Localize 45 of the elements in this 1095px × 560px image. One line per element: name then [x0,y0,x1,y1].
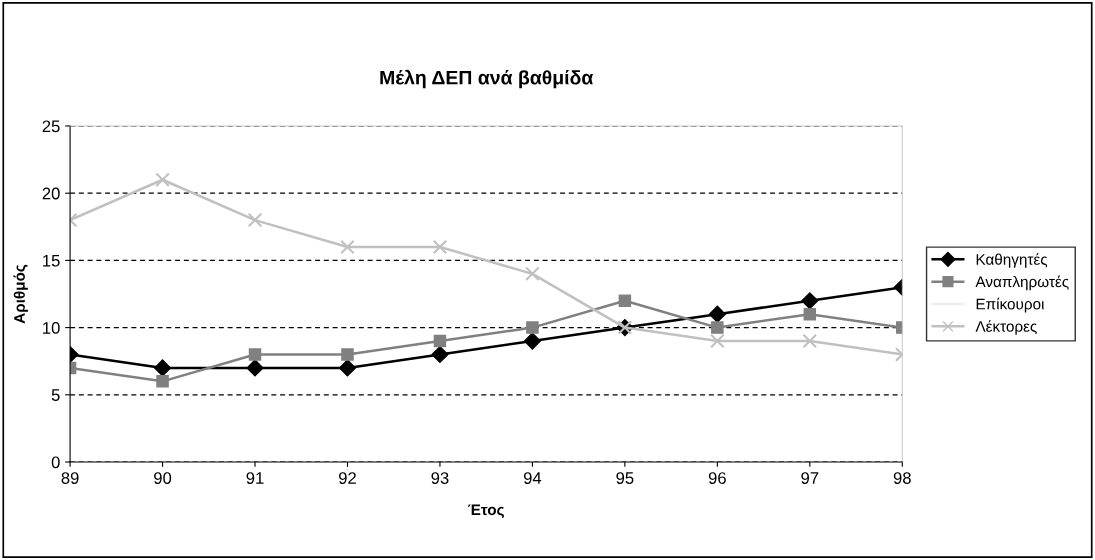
point [525,266,540,282]
x-axis-title: Έτος [468,504,504,518]
point [155,172,170,188]
y-tick-label: 20 [42,187,60,200]
legend-label: Καθηγητές [976,253,1048,268]
legend-label: Αναπληρωτές [975,275,1069,291]
point [431,345,449,364]
point [247,212,263,228]
x-tick-label: 91 [246,472,264,484]
x-tick-label: 97 [801,472,819,484]
y-tick-label: 15 [43,254,60,267]
point [710,333,725,349]
point [523,332,541,350]
point [338,359,357,377]
x-tick-label: 90 [154,472,172,484]
legend-label: Λέκτορες [975,320,1037,335]
point [248,348,262,361]
legend-label: Επίκουροι [976,297,1045,313]
point [803,307,817,321]
x-tick-label: 92 [338,472,356,484]
point [246,359,264,377]
point [156,375,169,388]
y-tick-label: 25 [42,120,60,133]
point [432,239,448,255]
point [340,239,355,255]
point [153,359,172,377]
x-tick-label: 96 [708,472,726,484]
point [433,334,447,348]
x-tick-label: 98 [893,472,911,484]
x-tick-label: 94 [523,472,542,484]
y-tick-label: 0 [51,456,60,469]
x-tick-label: 93 [431,472,449,484]
point [802,333,818,349]
point [526,321,539,334]
point [618,294,632,307]
chart-title: Μέλη ΔΕΠ ανά βαθμίδα [380,69,594,89]
x-tick-label: 89 [61,472,79,484]
point [801,292,819,310]
y-tick-label: 5 [51,389,60,401]
point [711,321,724,334]
x-tick-label: 95 [616,472,634,484]
y-tick-label: 10 [43,322,60,334]
point [708,305,726,323]
point [341,348,354,361]
y-axis-title: Αριθμός [13,264,28,324]
